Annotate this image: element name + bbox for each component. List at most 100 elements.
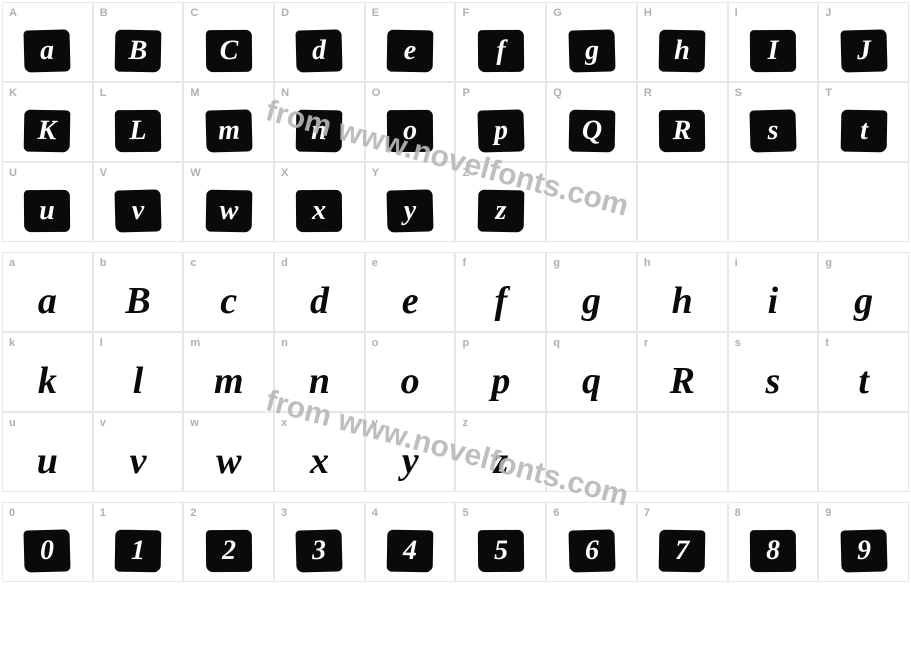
glyph-character: o — [401, 362, 420, 400]
cell-label: D — [281, 7, 289, 19]
glyph-character: l — [133, 362, 144, 400]
glyph-character: q — [582, 362, 601, 400]
glyph-wrap: d — [275, 25, 364, 77]
cell-label: p — [462, 337, 469, 349]
glyph-wrap: e — [366, 275, 455, 327]
glyph-cell: LL — [93, 82, 184, 162]
glyph-character: 5 — [494, 537, 508, 565]
cell-label: e — [372, 257, 378, 269]
glyph-wrap: o — [366, 355, 455, 407]
glyph-cell: BB — [93, 2, 184, 82]
glyph-character: i — [768, 282, 779, 320]
glyph-wrap: x — [275, 185, 364, 237]
cell-label: V — [100, 167, 107, 179]
glyph-cell: ww — [183, 412, 274, 492]
cell-label: H — [644, 7, 652, 19]
glyph-cell: bB — [93, 252, 184, 332]
cell-label: S — [735, 87, 742, 99]
glyph-wrap: e — [366, 25, 455, 77]
glyph-cell — [637, 162, 728, 242]
glyph-character: s — [767, 117, 779, 145]
glyph-cell: Tt — [818, 82, 909, 162]
glyph-wrap: Q — [547, 105, 636, 157]
glyph-cell: oo — [365, 332, 456, 412]
glyph-character: e — [402, 282, 419, 320]
glyph-cell: 00 — [2, 502, 93, 582]
glyph-box: 9 — [840, 529, 887, 572]
cell-label: n — [281, 337, 288, 349]
glyph-cell: pp — [455, 332, 546, 412]
glyph-wrap: v — [94, 185, 183, 237]
glyph-cell: ss — [728, 332, 819, 412]
glyph-character: 8 — [766, 537, 780, 565]
cell-label: g — [553, 257, 560, 269]
glyph-wrap: 8 — [729, 525, 818, 577]
lowercase-glyph-grid: aabBccddeeffgghhiiggkkllmmnnooppqqrRsstt… — [2, 252, 909, 492]
cell-label: q — [553, 337, 560, 349]
glyph-box: 4 — [387, 530, 434, 573]
cell-label: F — [462, 7, 469, 19]
glyph-cell: kk — [2, 332, 93, 412]
glyph-wrap: t — [819, 105, 908, 157]
cell-label: c — [190, 257, 196, 269]
cell-label: 6 — [553, 507, 559, 519]
cell-label: 5 — [462, 507, 468, 519]
cell-label: r — [644, 337, 648, 349]
glyph-box: w — [205, 190, 252, 233]
glyph-character: 9 — [856, 537, 871, 565]
glyph-cell: Ee — [365, 2, 456, 82]
glyph-wrap: K — [3, 105, 92, 157]
glyph-wrap: c — [184, 275, 273, 327]
glyph-cell: zz — [455, 412, 546, 492]
cell-label: a — [9, 257, 15, 269]
glyph-box: t — [840, 110, 887, 153]
glyph-character: m — [217, 117, 240, 146]
glyph-wrap: s — [729, 355, 818, 407]
cell-label: y — [372, 417, 378, 429]
glyph-cell: RR — [637, 82, 728, 162]
glyph-box: h — [659, 30, 706, 73]
glyph-character: m — [214, 362, 244, 400]
glyph-character: Q — [581, 117, 602, 145]
glyph-character: v — [130, 442, 147, 480]
cell-label: 8 — [735, 507, 741, 519]
glyph-cell: uu — [2, 412, 93, 492]
glyph-wrap: J — [819, 25, 908, 77]
cell-label: R — [644, 87, 652, 99]
cell-label: M — [190, 87, 199, 99]
glyph-wrap: 1 — [94, 525, 183, 577]
glyph-box: 2 — [206, 530, 252, 572]
glyph-box: I — [750, 30, 796, 72]
glyph-box: g — [568, 29, 615, 72]
glyph-wrap: h — [638, 275, 727, 327]
glyph-cell: dd — [274, 252, 365, 332]
glyph-wrap: 5 — [456, 525, 545, 577]
glyph-wrap: 6 — [547, 525, 636, 577]
glyph-cell: cc — [183, 252, 274, 332]
glyph-character: k — [38, 362, 57, 400]
glyph-character: f — [495, 282, 508, 320]
cell-label: U — [9, 167, 17, 179]
glyph-box: 5 — [478, 530, 524, 572]
cell-label: L — [100, 87, 107, 99]
glyph-character: x — [312, 197, 326, 225]
glyph-character: 4 — [403, 537, 417, 565]
glyph-box: L — [115, 110, 161, 152]
glyph-cell: 66 — [546, 502, 637, 582]
glyph-wrap: 7 — [638, 525, 727, 577]
cell-label: 2 — [190, 507, 196, 519]
glyph-wrap: y — [366, 185, 455, 237]
glyph-character: s — [766, 362, 781, 400]
cell-label: J — [825, 7, 831, 19]
glyph-wrap: u — [3, 435, 92, 487]
glyph-box: K — [24, 110, 71, 153]
glyph-cell — [637, 412, 728, 492]
cell-label: Q — [553, 87, 562, 99]
glyph-box: 8 — [750, 530, 796, 572]
glyph-character: R — [673, 117, 692, 145]
glyph-wrap: u — [3, 185, 92, 237]
glyph-wrap: z — [456, 435, 545, 487]
cell-label: O — [372, 87, 381, 99]
glyph-wrap: a — [3, 275, 92, 327]
glyph-wrap: R — [638, 355, 727, 407]
